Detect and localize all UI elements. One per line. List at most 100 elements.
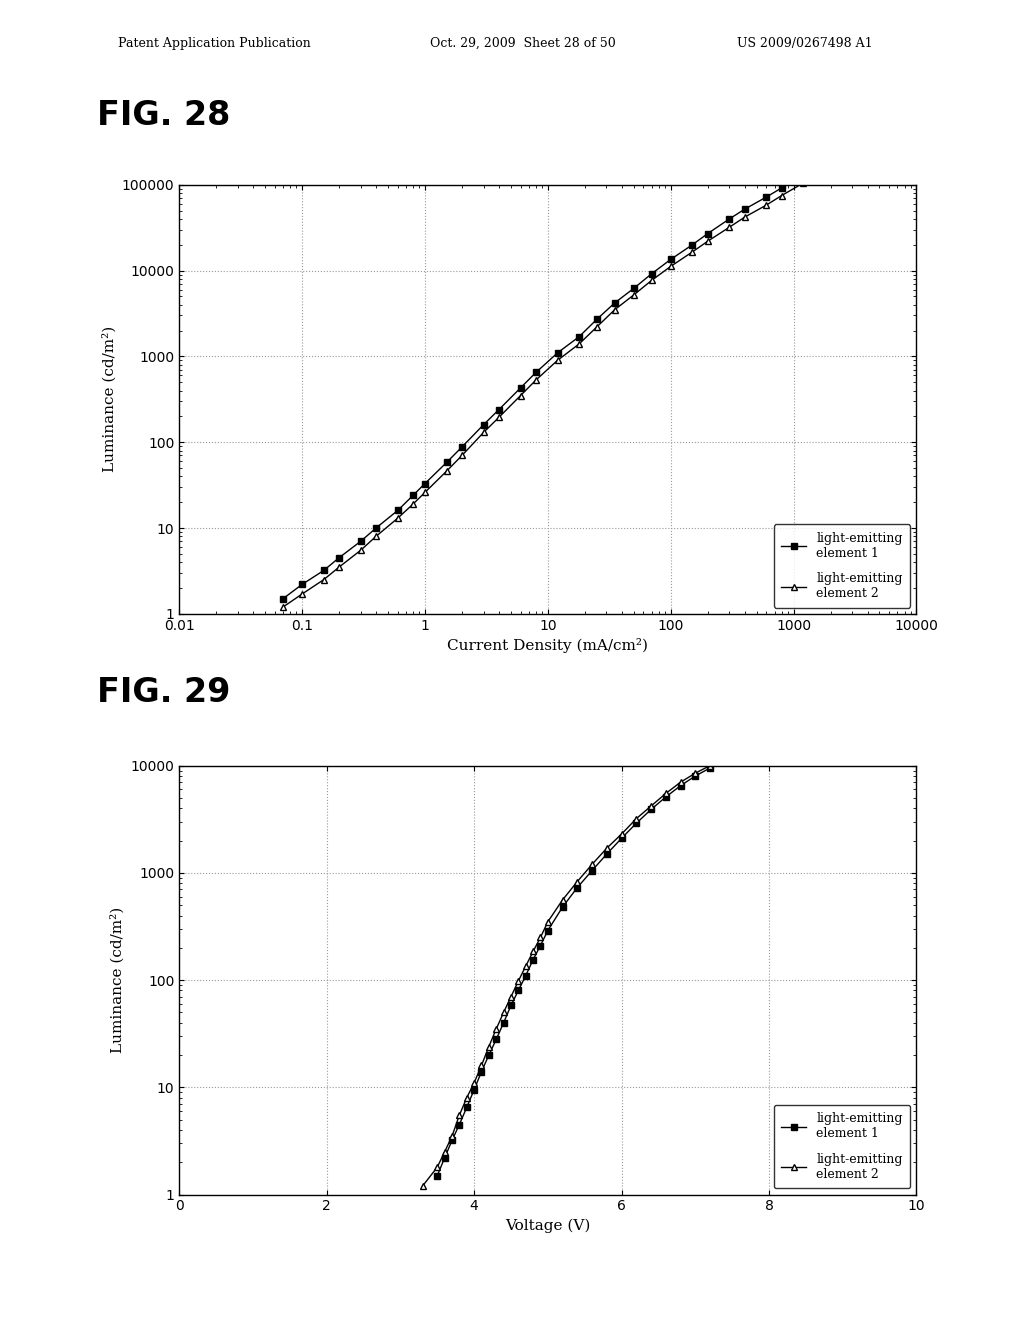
light-emitting
element 2: [749, 733, 761, 748]
light-emitting
element 1: [440, 454, 453, 470]
light-emitting
element 1: [542, 923, 554, 939]
light-emitting
element 2: [490, 1022, 503, 1038]
light-emitting
element 1: [686, 236, 698, 252]
light-emitting
element 2: [552, 352, 564, 368]
light-emitting
element 2: [701, 234, 714, 249]
light-emitting
element 2: [454, 1107, 466, 1123]
light-emitting
element 1: [333, 550, 345, 566]
light-emitting
element 2: [498, 1005, 510, 1020]
light-emitting
element 2: [461, 1090, 473, 1106]
light-emitting
element 1: [493, 401, 505, 417]
light-emitting
element 1: [407, 487, 419, 503]
Line: light-emitting
element 1: light-emitting element 1: [434, 718, 809, 1179]
light-emitting
element 2: [417, 1179, 429, 1195]
light-emitting
element 1: [276, 591, 289, 607]
light-emitting
element 1: [354, 533, 367, 549]
light-emitting
element 1: [519, 968, 531, 983]
light-emitting
element 1: [760, 189, 772, 205]
Text: Oct. 29, 2009  Sheet 28 of 50: Oct. 29, 2009 Sheet 28 of 50: [430, 37, 615, 50]
light-emitting
element 2: [760, 197, 772, 213]
light-emitting
element 1: [391, 503, 403, 519]
Line: light-emitting
element 2: light-emitting element 2: [419, 714, 809, 1189]
light-emitting
element 1: [798, 168, 810, 183]
light-emitting
element 1: [482, 1047, 495, 1063]
light-emitting
element 1: [573, 329, 586, 345]
light-emitting
element 2: [276, 599, 289, 615]
Line: light-emitting
element 2: light-emitting element 2: [280, 170, 822, 610]
light-emitting
element 2: [628, 286, 640, 302]
light-emitting
element 2: [456, 447, 468, 463]
light-emitting
element 2: [438, 1144, 451, 1160]
light-emitting
element 2: [354, 543, 367, 558]
light-emitting
element 1: [703, 760, 716, 776]
light-emitting
element 1: [317, 562, 330, 578]
light-emitting
element 1: [552, 345, 564, 360]
light-emitting
element 2: [812, 166, 824, 182]
light-emitting
element 1: [701, 226, 714, 242]
light-emitting
element 1: [675, 777, 687, 793]
light-emitting
element 1: [556, 899, 568, 915]
X-axis label: Voltage (V): Voltage (V): [505, 1218, 591, 1233]
light-emitting
element 1: [445, 1133, 458, 1148]
light-emitting
element 2: [468, 1074, 480, 1090]
light-emitting
element 1: [659, 789, 672, 805]
light-emitting
element 1: [505, 998, 517, 1014]
light-emitting
element 2: [719, 750, 731, 766]
light-emitting
element 2: [665, 259, 677, 275]
light-emitting
element 2: [391, 511, 403, 527]
light-emitting
element 1: [498, 1015, 510, 1031]
light-emitting
element 1: [586, 863, 598, 879]
light-emitting
element 1: [461, 1100, 473, 1115]
light-emitting
element 1: [468, 1082, 480, 1098]
light-emitting
element 1: [571, 879, 584, 895]
light-emitting
element 2: [477, 425, 489, 441]
light-emitting
element 2: [723, 219, 735, 235]
light-emitting
element 1: [477, 417, 489, 433]
light-emitting
element 2: [591, 319, 603, 335]
light-emitting
element 2: [514, 388, 526, 404]
light-emitting
element 2: [556, 892, 568, 908]
Text: Patent Application Publication: Patent Application Publication: [118, 37, 310, 50]
Text: FIG. 29: FIG. 29: [97, 676, 230, 709]
light-emitting
element 1: [630, 816, 642, 832]
light-emitting
element 2: [571, 874, 584, 890]
light-emitting
element 1: [775, 180, 787, 195]
Y-axis label: Luminance (cd/m²): Luminance (cd/m²): [111, 907, 125, 1053]
light-emitting
element 1: [628, 280, 640, 296]
light-emitting
element 1: [431, 1168, 443, 1184]
Text: FIG. 28: FIG. 28: [97, 99, 230, 132]
light-emitting
element 1: [454, 1117, 466, 1133]
light-emitting
element 2: [793, 713, 805, 729]
light-emitting
element 2: [659, 785, 672, 801]
light-emitting
element 1: [475, 1064, 487, 1080]
light-emitting
element 1: [608, 294, 621, 310]
light-emitting
element 1: [665, 252, 677, 268]
light-emitting
element 1: [512, 982, 524, 998]
light-emitting
element 2: [542, 913, 554, 929]
light-emitting
element 1: [749, 738, 761, 754]
Legend: light-emitting
element 1, light-emitting
element 2: light-emitting element 1, light-emitting…: [774, 524, 910, 607]
light-emitting
element 2: [505, 989, 517, 1005]
Y-axis label: Luminance (cd/m²): Luminance (cd/m²): [101, 326, 116, 473]
light-emitting
element 1: [370, 520, 382, 536]
light-emitting
element 2: [519, 958, 531, 974]
light-emitting
element 1: [645, 265, 657, 281]
light-emitting
element 1: [601, 846, 613, 862]
light-emitting
element 2: [431, 1159, 443, 1175]
light-emitting
element 2: [800, 710, 812, 726]
light-emitting
element 1: [514, 380, 526, 396]
light-emitting
element 2: [419, 484, 431, 500]
light-emitting
element 2: [686, 244, 698, 260]
light-emitting
element 2: [482, 1039, 495, 1055]
light-emitting
element 1: [527, 952, 540, 968]
light-emitting
element 1: [733, 746, 745, 762]
light-emitting
element 1: [535, 937, 547, 953]
light-emitting
element 2: [733, 742, 745, 758]
light-emitting
element 2: [529, 372, 542, 388]
light-emitting
element 2: [738, 209, 751, 224]
light-emitting
element 1: [800, 713, 812, 729]
light-emitting
element 2: [296, 586, 308, 602]
light-emitting
element 2: [763, 726, 775, 742]
light-emitting
element 2: [440, 463, 453, 479]
light-emitting
element 2: [777, 719, 790, 735]
